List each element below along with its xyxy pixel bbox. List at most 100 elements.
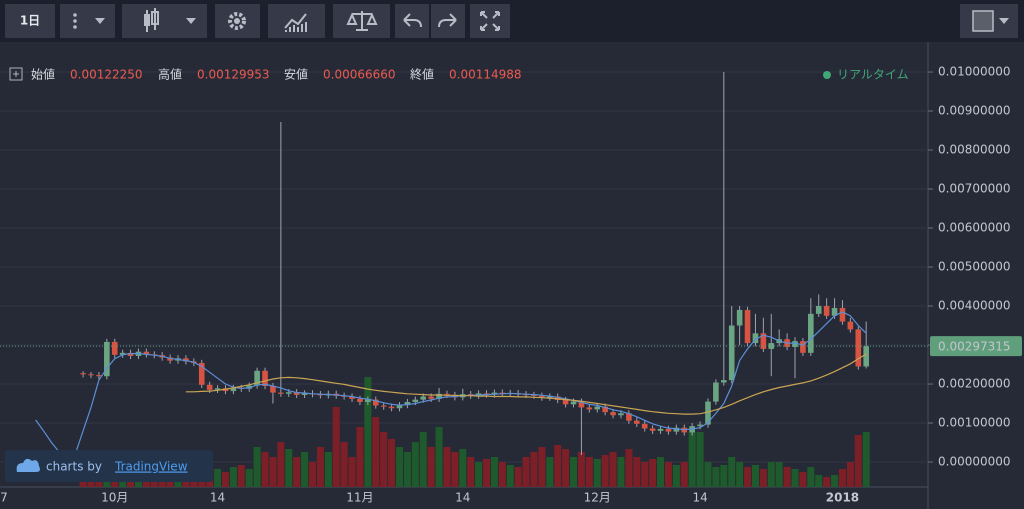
candle-body [539, 395, 545, 398]
candle-body [808, 313, 814, 353]
legend-value: 0.00114988 [449, 68, 522, 82]
status-label: リアルタイム [837, 68, 909, 82]
icon [972, 10, 994, 32]
candle-body [254, 370, 260, 386]
candle-body [127, 352, 134, 356]
volume-bar [451, 452, 459, 487]
volume-bar [380, 432, 388, 487]
volume-bar [546, 457, 554, 487]
volume-bar [807, 467, 815, 487]
volume-bar [767, 462, 775, 487]
volume-bar [332, 407, 340, 487]
volume-bar [570, 457, 578, 487]
volume-bar [411, 442, 419, 487]
candle-body [420, 396, 427, 400]
candle-body [554, 396, 561, 401]
x-tick-label: 2018 [826, 491, 859, 505]
candle-body [721, 380, 727, 383]
candle-body [626, 413, 632, 421]
volume-bar [775, 462, 783, 487]
candle-body [491, 392, 498, 395]
candle-body [404, 401, 411, 406]
y-tick-label: 0.00100000 [938, 416, 1011, 430]
volume-bar [854, 435, 862, 487]
volume-bar [744, 467, 752, 487]
watermark-brand[interactable]: TradingView [114, 460, 188, 474]
icon [228, 12, 246, 30]
icon [186, 18, 196, 24]
candle-body [610, 412, 616, 416]
volume-bar [862, 432, 870, 487]
x-tick-label: 12月 [584, 491, 611, 505]
volume-bar [593, 459, 601, 487]
icon [480, 11, 500, 31]
volume-bar [562, 449, 570, 487]
fullscreen-button[interactable] [470, 4, 510, 38]
expand-icon[interactable] [9, 67, 23, 81]
candle-body [760, 333, 767, 349]
volume-bar [815, 475, 823, 487]
volume-bar [704, 462, 712, 487]
volume-bar [625, 449, 633, 487]
volume-bar [245, 469, 253, 487]
chart-type-button[interactable] [122, 4, 207, 38]
candle-body [815, 306, 822, 314]
volume-bar [633, 457, 641, 487]
volume-bar [293, 457, 301, 487]
y-tick-label: 0.01000000 [938, 65, 1011, 79]
candle-body [570, 401, 577, 405]
candle-body [365, 399, 371, 402]
interval-menu-button[interactable] [60, 4, 115, 38]
volume-bar [506, 465, 514, 487]
volume-bar [720, 465, 728, 487]
volume-bar [396, 447, 403, 487]
candle-body [198, 362, 205, 385]
moving-average [185, 353, 867, 415]
volume-bar [372, 417, 380, 487]
indicators-button[interactable] [268, 4, 325, 38]
volume-bar [229, 467, 237, 487]
candle-body [831, 307, 838, 316]
volume-bar [577, 452, 585, 487]
volume-bar [751, 465, 759, 487]
icon [73, 25, 77, 29]
watermark[interactable]: charts by TradingView [5, 450, 213, 482]
volume-bar [585, 457, 593, 487]
candle-body [602, 406, 608, 413]
candle-body [88, 374, 94, 376]
x-tick-label: 14 [210, 491, 225, 505]
icon [151, 11, 159, 25]
volume-bar [799, 472, 807, 487]
candle-body [111, 341, 118, 355]
y-tick-label: 0.00600000 [938, 221, 1011, 235]
icon [234, 18, 240, 24]
legend-value: 0.00129953 [197, 68, 270, 82]
volume-bar [388, 439, 396, 487]
candle-body [357, 398, 363, 402]
volume-bar [554, 445, 562, 487]
volume-bar [316, 447, 324, 487]
candle-body [800, 341, 806, 353]
y-tick-label: 0.00500000 [938, 260, 1011, 274]
volume-bar [490, 457, 498, 487]
ohlc-legend: 始値 0.00122250 高値 0.00129953 安値 0.0006666… [9, 67, 522, 82]
candle-body [444, 393, 450, 395]
candle-body [270, 385, 276, 393]
candle-body [372, 399, 379, 406]
volume-bar [831, 475, 839, 487]
axes: 0.000000000.001000000.002000000.00300000… [0, 65, 1022, 505]
interval-button[interactable] [5, 4, 55, 38]
legend-label: 安値 [284, 67, 308, 82]
candle-body [855, 329, 862, 367]
volume-bar [641, 462, 649, 487]
volume-bar [419, 432, 427, 487]
volume-bar [712, 467, 720, 487]
volume-bar [364, 377, 372, 487]
icon [95, 18, 105, 24]
volume-bar [348, 457, 356, 487]
candle-body [546, 396, 553, 398]
volume-bar [791, 469, 799, 487]
x-tick-label: 11月 [346, 491, 373, 505]
